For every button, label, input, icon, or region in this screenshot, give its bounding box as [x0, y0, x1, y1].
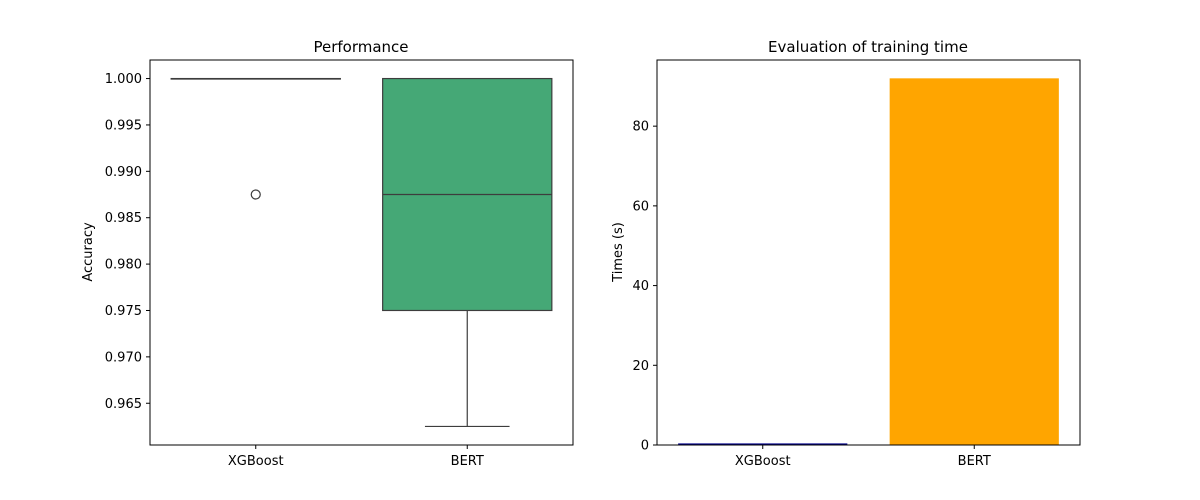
- plot-frame: [656, 59, 1081, 446]
- y-tick-label: 0.980: [105, 258, 142, 273]
- bar-xgboost: [678, 443, 848, 445]
- y-tick-label: 0.990: [105, 165, 142, 180]
- y-tick-label: 0.995: [105, 118, 142, 133]
- y-axis-label: Accuracy: [81, 222, 96, 282]
- y-tick-label: 0.970: [105, 350, 142, 365]
- chart-title: Evaluation of training time: [768, 38, 968, 56]
- y-tick-label: 1.000: [105, 72, 142, 87]
- y-axis-label: Times (s): [611, 222, 626, 283]
- y-tick-label: 0: [641, 439, 649, 454]
- x-tick-label: BERT: [451, 454, 484, 469]
- bar-bert: [889, 78, 1059, 445]
- y-tick-label: 20: [632, 359, 649, 374]
- y-tick-label: 0.965: [105, 397, 142, 412]
- y-tick-label: 0.975: [105, 304, 142, 319]
- x-tick-label: BERT: [958, 454, 991, 469]
- outlier-point: [250, 189, 261, 200]
- y-tick-label: 60: [632, 199, 649, 214]
- box-bert: [382, 77, 553, 428]
- x-tick-label: XGBoost: [735, 454, 791, 469]
- y-tick-label: 0.985: [105, 211, 142, 226]
- plot-frame: [149, 59, 574, 446]
- box-xgboost: [170, 77, 341, 200]
- x-tick-label: XGBoost: [228, 454, 284, 469]
- training-time-bar-axes: Evaluation of training time Times (s) 0 2…: [611, 38, 1081, 469]
- chart-title: Performance: [313, 38, 408, 56]
- y-tick-label: 40: [632, 279, 649, 294]
- y-tick-label: 80: [632, 120, 649, 135]
- performance-boxplot-axes: Performance Accuracy 0.965 0.970 0.975 0.98…: [81, 38, 574, 469]
